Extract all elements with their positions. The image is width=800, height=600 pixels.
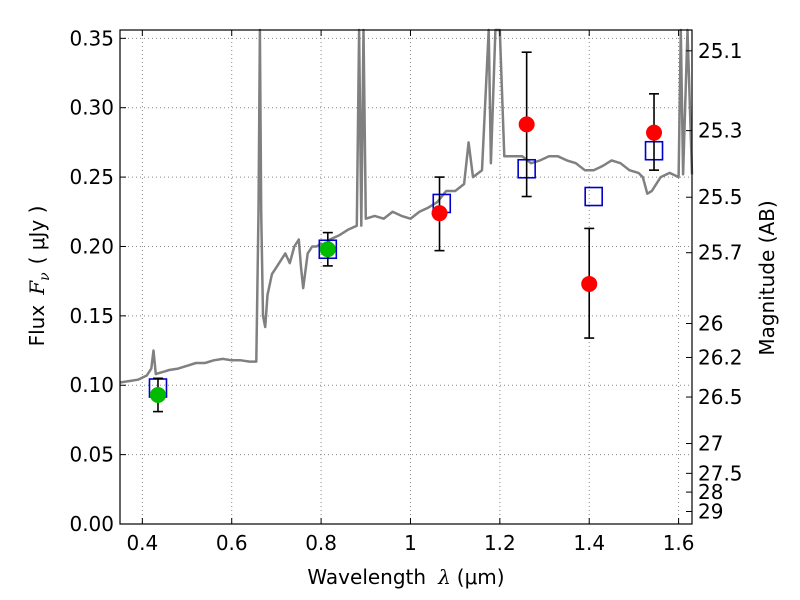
y2-tick-label: 25.1 (698, 39, 743, 63)
grid (120, 30, 692, 524)
photometry-point (518, 116, 535, 133)
plot-area (119, 28, 694, 413)
y2-tick-label: 25.3 (698, 119, 743, 143)
y-tick-label: 0.20 (69, 234, 114, 258)
y-axis-title: FluxFν( μJy ) (25, 206, 53, 347)
photometry-point (581, 275, 598, 292)
y-tick-label: 0.10 (69, 373, 114, 397)
x-axis: 0.4 0.6 0.8 1 1.2 1.4 1.6 (126, 30, 695, 555)
synthetic-photometry-square (584, 186, 603, 207)
y2-tick-label: 28 (698, 480, 723, 504)
y-tick-label: 0.35 (69, 26, 114, 50)
y2-tick-label: 29 (698, 500, 723, 524)
x-tick-label: 1.2 (484, 531, 516, 555)
y2-tick-label: 26.5 (698, 385, 743, 409)
x-tick-label: 1.6 (663, 531, 695, 555)
x-tick-label: 0.6 (216, 531, 248, 555)
y2-tick-label: 25.5 (698, 185, 743, 209)
photometry-point (646, 124, 663, 141)
y2-tick-label: 25.7 (698, 241, 743, 265)
photometry-point (319, 241, 336, 258)
x-axis-title: Wavelength λ (μm) (307, 565, 504, 589)
y2-tick-label: 26 (698, 311, 723, 335)
y-tick-label: 0.05 (69, 443, 114, 467)
model-spectrum-line (119, 28, 694, 384)
x-tick-label: 0.8 (305, 531, 337, 555)
y2-tick-label: 27.5 (698, 461, 743, 485)
y-axis: 0.00 0.05 0.10 0.15 0.20 0.25 0.30 0.35 (69, 26, 126, 536)
x-tick-label: 1 (404, 531, 417, 555)
photometry-point (149, 386, 166, 403)
y-tick-label: 0.30 (69, 96, 114, 120)
y2-tick-label: 27 (698, 432, 723, 456)
photometry-point (431, 205, 448, 222)
y2-tick-label: 26.2 (698, 345, 743, 369)
y-tick-label: 0.15 (69, 304, 114, 328)
x-tick-label: 0.4 (126, 531, 158, 555)
x-tick-label: 1.4 (573, 531, 605, 555)
y-tick-label: 0.00 (69, 512, 114, 536)
y-tick-label: 0.25 (69, 165, 114, 189)
y2-axis-title: Magnitude (AB) (755, 200, 779, 355)
plot-frame (119, 29, 693, 525)
